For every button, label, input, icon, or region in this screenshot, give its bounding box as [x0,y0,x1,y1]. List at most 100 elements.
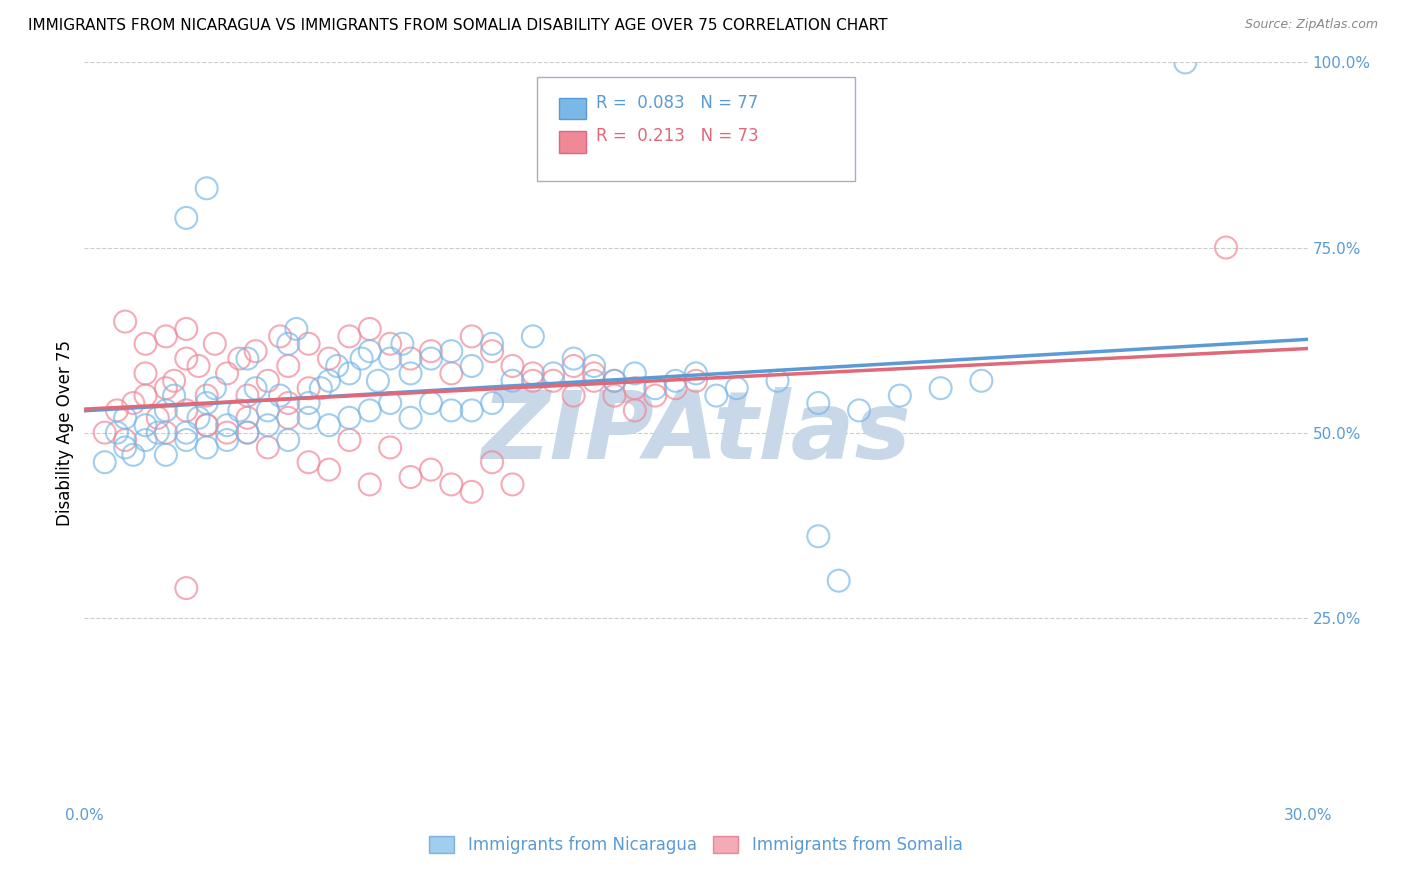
Point [440,403,463,417]
Point [603,374,626,388]
FancyBboxPatch shape [560,131,586,153]
Point [420,351,443,366]
FancyBboxPatch shape [537,78,855,181]
Point [269,329,291,343]
Point [685,374,707,388]
Point [583,374,606,388]
Point [807,529,830,543]
Point [217,425,239,440]
Point [174,351,197,366]
Point [174,581,197,595]
Point [236,410,259,425]
Point [766,374,789,388]
FancyBboxPatch shape [560,98,586,120]
Point [217,367,239,381]
Point [367,374,389,388]
Point [339,329,361,343]
Point [665,374,688,388]
Point [543,374,565,388]
Point [155,448,177,462]
Point [380,351,402,366]
Point [93,455,115,469]
Point [420,344,443,359]
Point [277,396,299,410]
Point [122,396,145,410]
Point [339,410,361,425]
Point [326,359,349,373]
Point [236,351,259,366]
Point [204,336,226,351]
Point [114,410,136,425]
Point [399,351,422,366]
Point [970,374,993,388]
Point [155,381,177,395]
Point [339,367,361,381]
Point [706,388,728,402]
Point [624,403,647,417]
Point [522,367,544,381]
Point [440,367,463,381]
Point [195,396,218,410]
Point [380,396,402,410]
Point [603,374,626,388]
Point [174,211,197,225]
Point [522,329,544,343]
Point [440,344,463,359]
Point [298,455,321,469]
Point [228,351,250,366]
Point [269,388,291,402]
Point [257,441,280,455]
Point [146,410,169,425]
Point [135,388,157,402]
Point [155,425,177,440]
Point [298,396,321,410]
Point [391,336,413,351]
Point [257,418,280,433]
Point [502,359,524,373]
Point [481,336,503,351]
Point [359,322,381,336]
Point [155,329,177,343]
Legend: Immigrants from Nicaragua, Immigrants from Somalia: Immigrants from Nicaragua, Immigrants fr… [423,830,969,861]
Point [187,410,209,425]
Point [135,418,157,433]
Point [562,388,585,402]
Y-axis label: Disability Age Over 75: Disability Age Over 75 [56,340,75,525]
Point [277,336,299,351]
Point [217,418,239,433]
Point [163,388,186,402]
Point [644,388,666,402]
Point [828,574,851,588]
Point [461,329,484,343]
Point [807,396,830,410]
Point [105,403,128,417]
Point [204,381,226,395]
Point [318,462,340,476]
Point [93,425,115,440]
Point [522,374,544,388]
Point [105,425,128,440]
Point [174,322,197,336]
Point [236,425,259,440]
Point [359,344,381,359]
Point [257,374,280,388]
Point [135,367,157,381]
Point [146,425,169,440]
Point [481,455,503,469]
Point [195,418,218,433]
Point [685,367,707,381]
Text: IMMIGRANTS FROM NICARAGUA VS IMMIGRANTS FROM SOMALIA DISABILITY AGE OVER 75 CORR: IMMIGRANTS FROM NICARAGUA VS IMMIGRANTS … [28,18,887,33]
Point [624,381,647,395]
Point [318,374,340,388]
Point [195,388,218,402]
Point [245,344,267,359]
Point [461,359,484,373]
Point [318,351,340,366]
Point [277,359,299,373]
Point [461,484,484,499]
Point [929,381,952,395]
Point [285,322,308,336]
Text: R =  0.083   N = 77: R = 0.083 N = 77 [596,95,758,112]
Point [236,388,259,402]
Point [195,418,218,433]
